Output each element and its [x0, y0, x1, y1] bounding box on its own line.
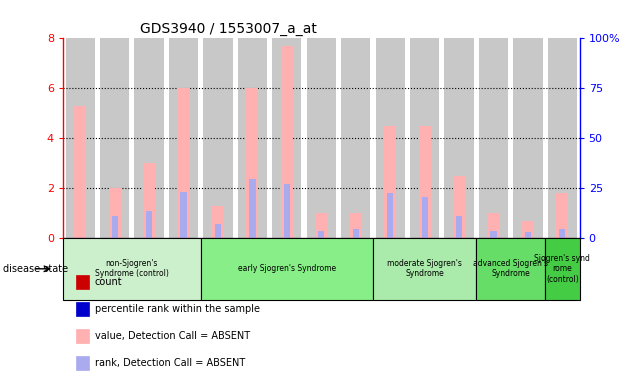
Bar [545, 238, 580, 300]
Bar [488, 213, 500, 238]
Bar [267, 38, 272, 238]
Bar [370, 38, 375, 238]
Bar [169, 38, 198, 238]
Text: non-Sjogren's
Syndrome (control): non-Sjogren's Syndrome (control) [95, 259, 169, 278]
Bar [201, 238, 373, 300]
Text: Sjogren's synd
rome
(control): Sjogren's synd rome (control) [534, 254, 590, 284]
Bar [336, 38, 341, 238]
Bar [315, 213, 328, 238]
Bar [100, 38, 129, 238]
Bar [421, 197, 428, 238]
Bar [353, 229, 359, 238]
Bar [525, 232, 531, 238]
Bar [66, 38, 95, 238]
Bar [63, 238, 201, 300]
Text: count: count [94, 277, 122, 287]
Bar [341, 38, 370, 238]
Text: GDS3940 / 1553007_a_at: GDS3940 / 1553007_a_at [140, 22, 318, 36]
Bar [238, 38, 267, 238]
Bar [212, 206, 224, 238]
Bar [479, 38, 508, 238]
Bar [556, 193, 568, 238]
Bar [439, 38, 444, 238]
Bar [146, 210, 152, 238]
Bar [302, 38, 307, 238]
Text: early Sjogren's Syndrome: early Sjogren's Syndrome [238, 264, 336, 273]
Bar [444, 38, 474, 238]
Text: value, Detection Call = ABSENT: value, Detection Call = ABSENT [94, 331, 249, 341]
Bar [375, 38, 405, 238]
Bar [129, 38, 134, 238]
Bar [405, 38, 410, 238]
Bar [284, 184, 290, 238]
Bar [198, 38, 203, 238]
Bar [559, 229, 566, 238]
Bar [476, 238, 545, 300]
Bar [215, 224, 221, 238]
Bar [387, 193, 393, 238]
Bar [318, 230, 324, 238]
Bar [522, 220, 534, 238]
Bar [410, 38, 439, 238]
Bar [108, 188, 121, 238]
Bar [232, 38, 238, 238]
Bar [112, 216, 118, 238]
Text: percentile rank within the sample: percentile rank within the sample [94, 304, 260, 314]
Bar [373, 238, 476, 300]
Bar [249, 179, 256, 238]
Text: moderate Sjogren's
Syndrome: moderate Sjogren's Syndrome [387, 259, 462, 278]
Bar [246, 88, 258, 238]
Bar [547, 38, 577, 238]
Bar [134, 38, 164, 238]
Bar [350, 213, 362, 238]
Bar [418, 126, 431, 238]
Bar [307, 38, 336, 238]
Bar [178, 88, 190, 238]
Bar [74, 106, 86, 238]
Bar [180, 192, 186, 238]
Bar [508, 38, 513, 238]
Bar [513, 38, 542, 238]
Text: disease state: disease state [3, 264, 68, 274]
Text: rank, Detection Call = ABSENT: rank, Detection Call = ABSENT [94, 358, 244, 368]
Bar [281, 46, 293, 238]
Bar [542, 38, 547, 238]
Bar [164, 38, 169, 238]
Bar [474, 38, 479, 238]
Bar [384, 126, 396, 238]
Bar [95, 38, 100, 238]
Bar [143, 163, 155, 238]
Text: advanced Sjogren's
Syndrome: advanced Sjogren's Syndrome [473, 259, 548, 278]
Bar [453, 176, 465, 238]
Bar [456, 216, 462, 238]
Bar [272, 38, 302, 238]
Bar [203, 38, 232, 238]
Bar [490, 230, 496, 238]
